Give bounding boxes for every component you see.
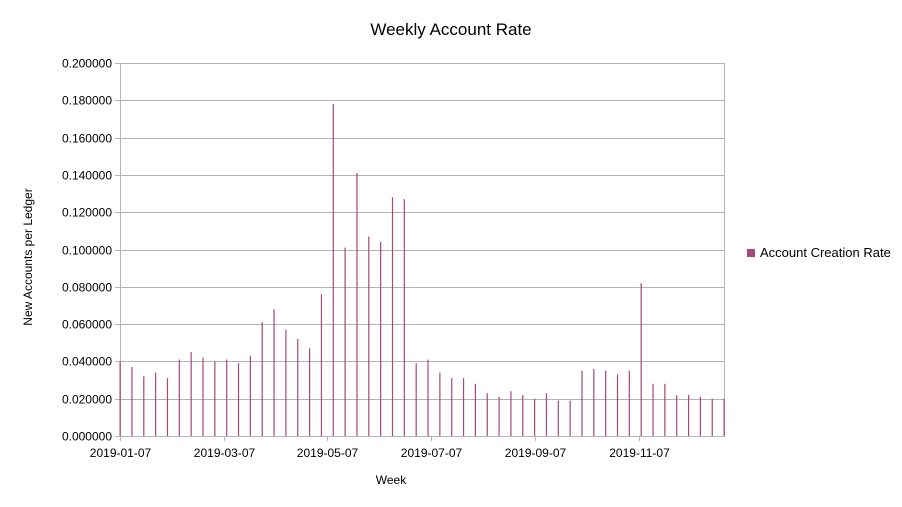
y-tick-label: 0.060000: [62, 318, 112, 332]
bar: [652, 383, 654, 436]
y-tick-label: 0.000000: [62, 430, 112, 444]
bar: [261, 322, 263, 436]
bar: [214, 361, 216, 436]
bar: [593, 368, 595, 436]
bar: [285, 329, 287, 436]
legend-swatch: [747, 248, 755, 257]
bar: [143, 376, 145, 436]
bar: [640, 283, 642, 436]
y-tick-label: 0.120000: [62, 206, 112, 220]
y-tick-label: 0.200000: [62, 57, 112, 71]
bar: [237, 363, 240, 436]
bar: [273, 309, 275, 436]
bar: [190, 352, 192, 436]
bar: [581, 370, 583, 436]
bar: [155, 372, 157, 436]
bar: [344, 247, 346, 436]
x-tick-label: 2019-01-07: [90, 446, 152, 460]
bar: [534, 398, 536, 436]
bar: [498, 396, 500, 436]
legend: Account Creation Rate: [747, 245, 891, 260]
bar: [699, 396, 702, 436]
bar: [462, 378, 465, 436]
x-tick-label: 2019-07-07: [401, 446, 463, 460]
bar: [368, 236, 370, 436]
bar: [510, 391, 512, 436]
bar: [451, 378, 453, 436]
bar: [226, 359, 228, 436]
bar: [403, 199, 405, 436]
legend-label: Account Creation Rate: [760, 245, 891, 260]
bar: [380, 242, 382, 436]
y-tick-label: 0.080000: [62, 281, 112, 295]
bar: [616, 374, 619, 436]
y-tick-label: 0.020000: [62, 393, 112, 407]
y-tick-label: 0.180000: [62, 94, 112, 108]
bar: [427, 359, 429, 436]
bar: [557, 400, 559, 436]
x-tick-label: 2019-05-07: [297, 446, 359, 460]
bar: [486, 393, 488, 436]
bar: [356, 173, 358, 437]
bar: [605, 370, 607, 436]
bar: [474, 383, 476, 436]
bar: [308, 348, 311, 436]
x-tick-label: 2019-11-07: [609, 446, 670, 460]
chart-title: Weekly Account Rate: [370, 20, 532, 39]
bar: [569, 400, 571, 436]
bar: [522, 394, 524, 436]
bar: [711, 398, 713, 436]
bar: [178, 359, 180, 436]
bar: [439, 372, 441, 436]
bar: [664, 383, 666, 436]
bar: [676, 394, 678, 436]
y-tick-label: 0.100000: [62, 244, 112, 258]
bar: [628, 370, 630, 436]
y-tick-label: 0.140000: [62, 169, 112, 183]
bar: [297, 339, 299, 436]
bar: [320, 294, 323, 436]
bar: [202, 357, 204, 436]
bar: [391, 197, 394, 436]
bar: [687, 394, 690, 436]
y-axis-label: New Accounts per Ledger: [21, 188, 35, 326]
bar: [166, 378, 169, 436]
plot-frame: [120, 63, 725, 437]
bar: [545, 393, 548, 436]
bar: [119, 361, 121, 436]
bar: [249, 355, 251, 436]
y-tick-label: 0.160000: [62, 132, 112, 146]
x-tick-label: 2019-09-07: [505, 446, 567, 460]
y-tick-label: 0.040000: [62, 355, 112, 369]
x-tick-label: 2019-03-07: [194, 446, 256, 460]
x-axis-label: Week: [375, 473, 407, 487]
bar: [332, 104, 334, 436]
bar: [131, 367, 133, 436]
bar: [415, 363, 417, 436]
bar: [723, 398, 725, 436]
